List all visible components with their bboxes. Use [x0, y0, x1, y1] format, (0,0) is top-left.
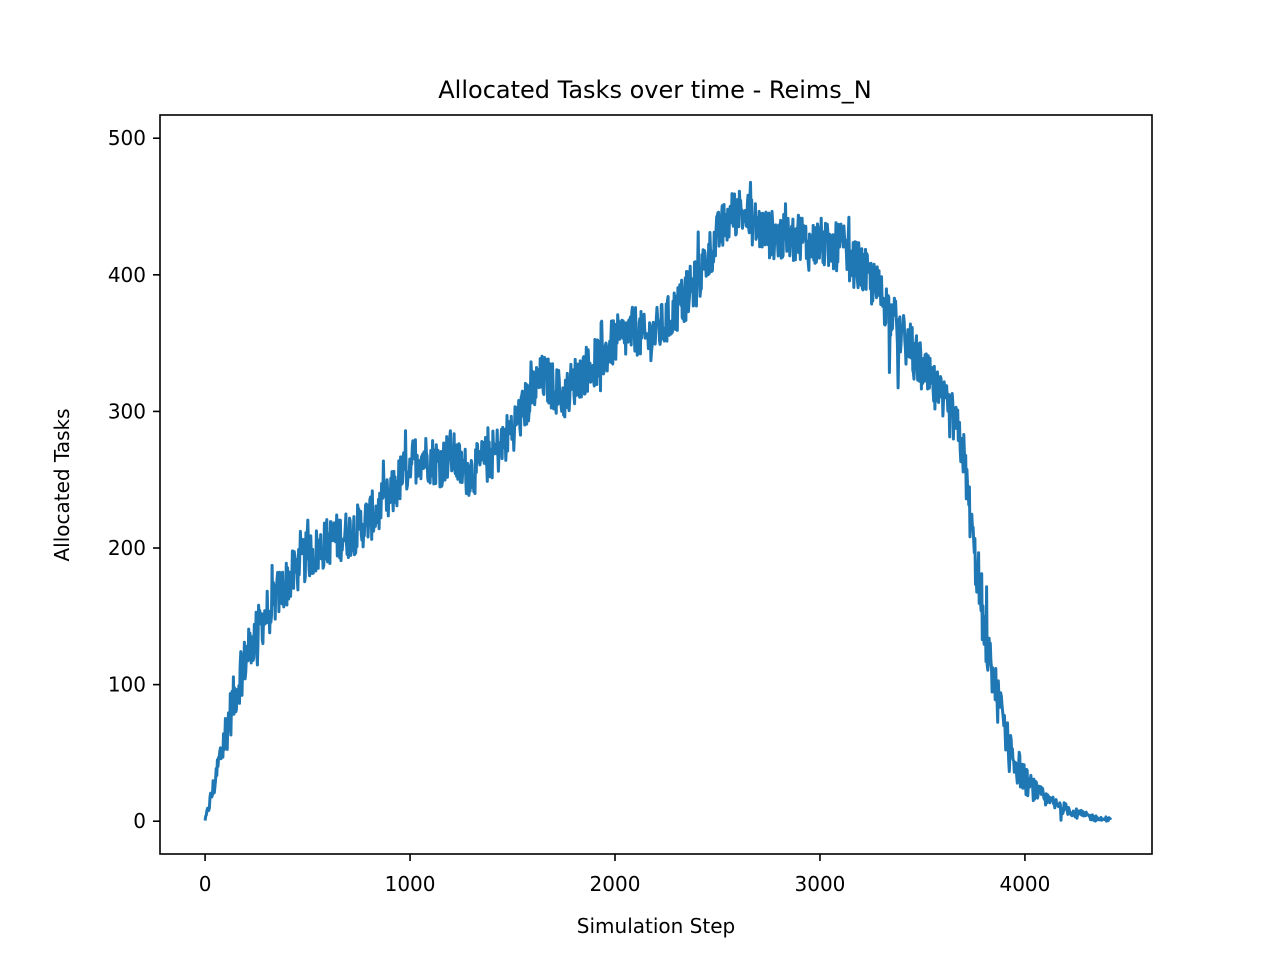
- x-tick-label: 4000: [999, 872, 1050, 896]
- x-axis-title: Simulation Step: [577, 914, 735, 938]
- chart-title: Allocated Tasks over time - Reims_N: [438, 76, 871, 104]
- x-tick-label: 3000: [795, 872, 846, 896]
- plot-area: [203, 180, 1113, 823]
- y-tick-label: 200: [108, 536, 146, 560]
- series-line: [203, 180, 1113, 823]
- y-tick-label: 0: [133, 809, 146, 833]
- y-tick-label: 500: [108, 126, 146, 150]
- y-tick-label: 400: [108, 263, 146, 287]
- y-tick-label: 100: [108, 673, 146, 697]
- x-tick-label: 1000: [385, 872, 436, 896]
- x-axis: 0 1000 2000 3000 4000: [199, 854, 1050, 896]
- axes-frame: [159, 114, 1153, 855]
- x-tick-label: 2000: [590, 872, 641, 896]
- x-tick-label: 0: [199, 872, 212, 896]
- y-axis-title: Allocated Tasks: [50, 408, 74, 561]
- y-axis: 0 100 200 300 400 500: [108, 126, 160, 833]
- y-tick-label: 300: [108, 399, 146, 423]
